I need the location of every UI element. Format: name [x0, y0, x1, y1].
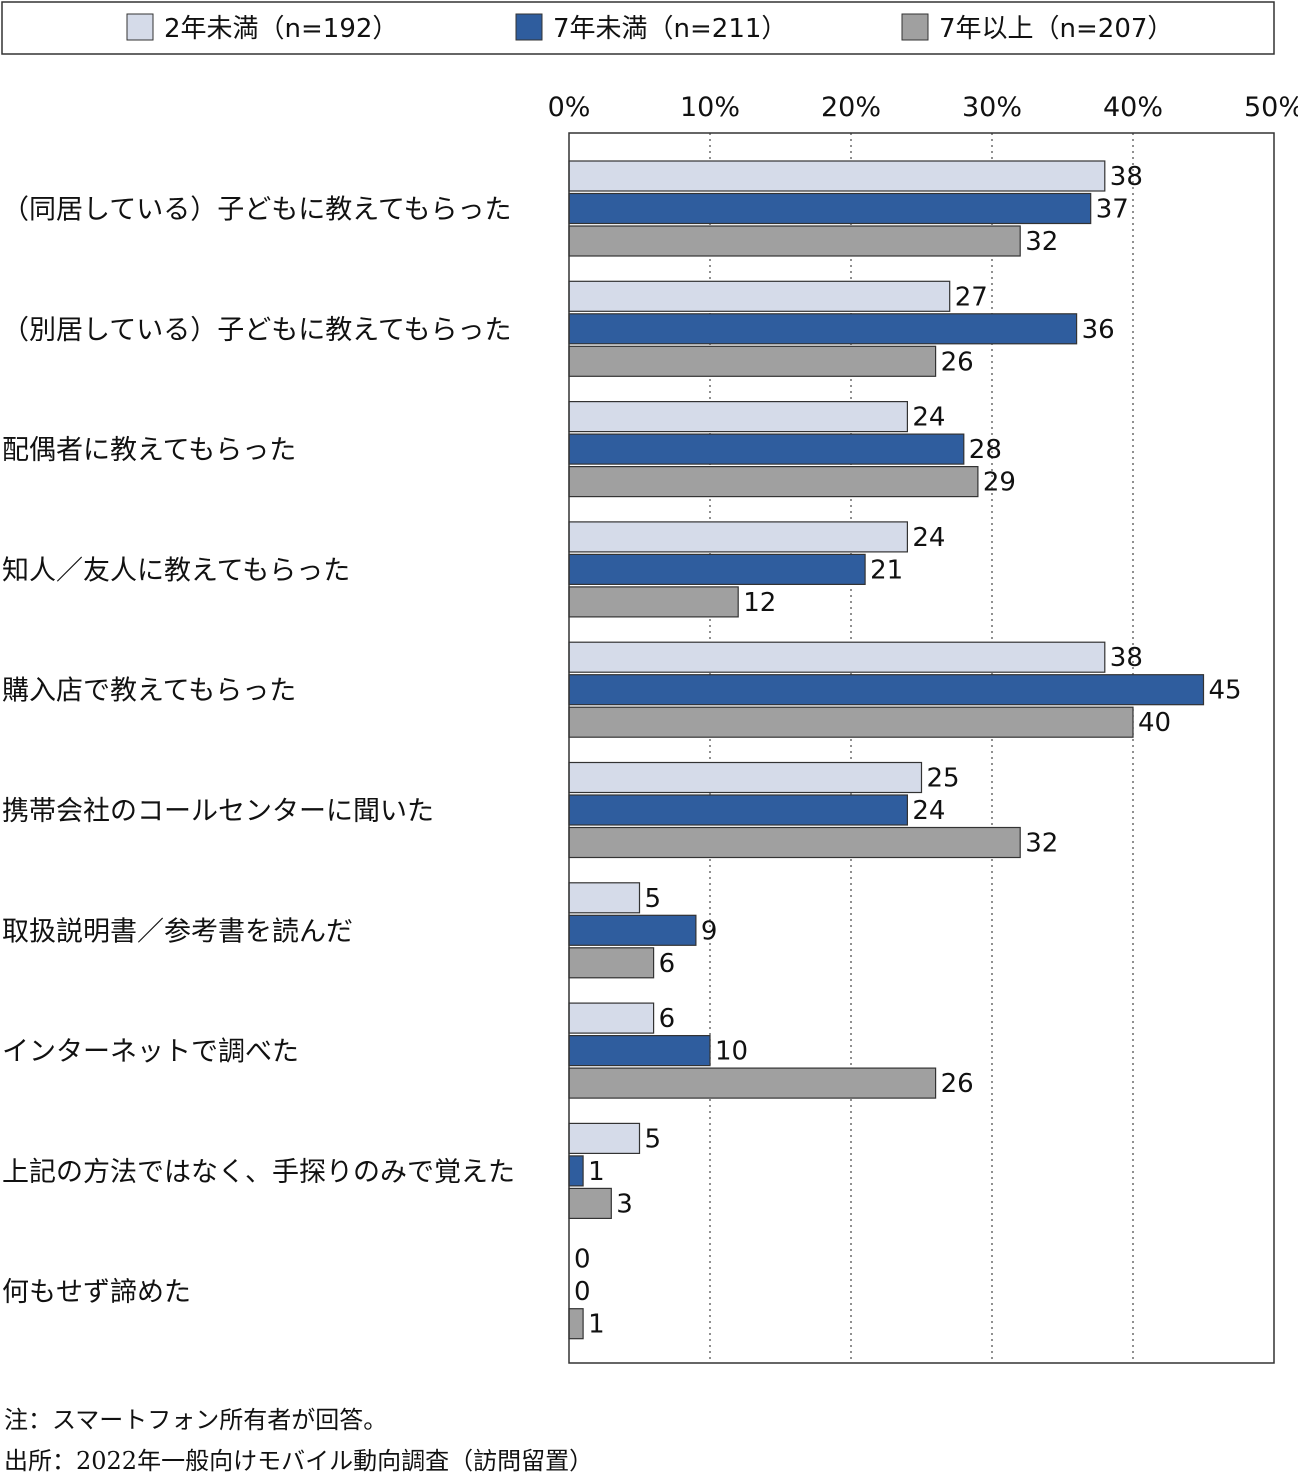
bar — [568, 1155, 584, 1187]
value-label: 45 — [1209, 676, 1242, 706]
bar — [568, 1122, 641, 1155]
value-label: 38 — [1110, 162, 1143, 192]
value-label: 3 — [616, 1189, 633, 1219]
value-label: 12 — [743, 588, 776, 618]
value-label: 32 — [1025, 227, 1058, 257]
bar — [568, 641, 1106, 673]
bar — [568, 761, 923, 794]
value-label: 9 — [701, 916, 718, 946]
x-tick-label: 10% — [680, 92, 740, 123]
bar — [568, 313, 1078, 345]
plot-area — [568, 132, 1275, 1364]
value-label: 1 — [588, 1157, 605, 1187]
bar — [568, 706, 1134, 738]
bar — [568, 826, 1021, 859]
bar-chart: 2年未満（n=192） 7年未満（n=211） 7年以上（n=207） 0% 10% 2… — [1, 1, 1298, 1364]
category-labels: （同居している）子どもに教えてもらった （別居している）子どもに教えてもらった配偶… — [2, 195, 515, 1309]
bar — [568, 794, 908, 826]
bar — [568, 225, 1021, 257]
value-label: 38 — [1110, 643, 1143, 673]
bar — [568, 1308, 584, 1340]
legend: 2年未満（n=192） 7年未満（n=211） 7年以上（n=207） — [1, 1, 1275, 55]
x-tick-label: 50% — [1244, 92, 1298, 123]
bar — [568, 882, 641, 914]
x-tick-label: 30% — [962, 92, 1022, 123]
category-label: （同居している）子どもに教えてもらった — [2, 195, 512, 226]
footnote: 注：スマートフォン所有者が回答。 — [4, 1406, 388, 1434]
value-label: 6 — [659, 1004, 676, 1034]
value-label: 24 — [912, 403, 945, 433]
legend-entry: 2年未満（n=192） — [164, 14, 398, 44]
legend-entry: 7年以上（n=207） — [939, 14, 1173, 44]
category-label: 上記の方法ではなく、手探りのみで覚えた — [2, 1157, 515, 1188]
bar — [568, 192, 1092, 225]
legend-swatch — [515, 13, 543, 41]
value-label: 6 — [659, 949, 676, 979]
category-label: 購入店で教えてもらった — [2, 676, 296, 707]
bar — [568, 914, 697, 946]
category-label: インターネットで調べた — [2, 1037, 299, 1068]
bar — [568, 280, 951, 312]
value-label: 40 — [1138, 708, 1171, 738]
bar — [568, 586, 739, 618]
x-tick-label: 0% — [548, 92, 591, 123]
value-label: 29 — [983, 468, 1016, 498]
value-label: 5 — [645, 1124, 662, 1154]
category-label: （別居している）子どもに教えてもらった — [2, 315, 512, 346]
value-label: 0 — [574, 1277, 591, 1307]
legend-box — [1, 1, 1275, 55]
bar — [568, 674, 1205, 706]
bar — [568, 1034, 711, 1067]
source-note: 出所：2022年一般向けモバイル動向調査（訪問留置） — [4, 1447, 594, 1475]
value-label: 32 — [1025, 829, 1058, 859]
bar — [568, 433, 965, 465]
bar — [568, 947, 655, 979]
bar — [568, 466, 979, 498]
category-label: 配偶者に教えてもらった — [2, 435, 296, 466]
value-label: 27 — [955, 282, 988, 312]
value-label: 24 — [912, 796, 945, 826]
x-tick-label: 40% — [1103, 92, 1163, 123]
category-label: 携帯会社のコールセンターに聞いた — [2, 796, 434, 827]
x-axis-ticks: 0% 10% 20% 30% 40% 50% — [548, 92, 1298, 123]
value-label: 26 — [941, 1069, 974, 1099]
value-label: 0 — [574, 1245, 591, 1275]
value-label: 10 — [715, 1037, 748, 1067]
category-label: 何もせず諦めた — [2, 1277, 191, 1308]
value-label: 37 — [1096, 195, 1129, 225]
bar — [568, 1002, 655, 1034]
bar — [568, 345, 937, 377]
legend-entry: 7年未満（n=211） — [553, 14, 787, 44]
category-label: 知人／友人に教えてもらった — [2, 555, 350, 586]
value-label: 26 — [941, 347, 974, 377]
bar — [568, 1067, 937, 1099]
legend-swatch — [126, 13, 154, 41]
x-tick-label: 20% — [821, 92, 881, 123]
value-label: 25 — [927, 764, 960, 794]
bar — [568, 553, 866, 586]
value-label: 24 — [912, 523, 945, 553]
bar — [568, 521, 908, 553]
value-label: 21 — [870, 555, 903, 585]
bars: 3837322736262428292421123845402524325966… — [568, 160, 1242, 1340]
category-label: 取扱説明書／参考書を読んだ — [2, 916, 353, 947]
legend-swatch — [901, 13, 929, 41]
bar — [568, 401, 908, 433]
value-label: 1 — [588, 1310, 605, 1340]
bar — [568, 160, 1106, 192]
bar — [568, 1187, 612, 1220]
value-label: 36 — [1082, 315, 1115, 345]
value-label: 5 — [645, 884, 662, 914]
value-label: 28 — [969, 435, 1002, 465]
